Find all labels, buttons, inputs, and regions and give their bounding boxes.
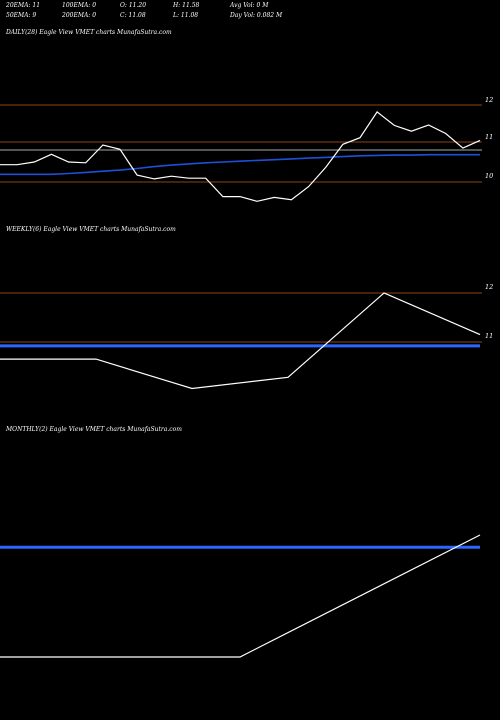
monthly-price-line — [0, 534, 481, 658]
header-50ema: 50EMA: 9 — [6, 12, 37, 19]
daily-price-line — [0, 111, 481, 202]
header-open: O: 11.20 — [120, 2, 147, 9]
daily-ytick-11: 11 — [485, 133, 493, 141]
header-avg-vol: Avg Vol: 0 M — [230, 2, 269, 9]
header-100ema: 100EMA: 0 — [62, 2, 97, 9]
weekly-chart: 12 11 — [0, 283, 493, 390]
daily-ema-line — [0, 153, 480, 176]
daily-chart-title: DAILY(28) Eagle View VMET charts MunafaS… — [6, 29, 172, 36]
weekly-ytick-12: 12 — [485, 283, 493, 291]
daily-ytick-12: 12 — [485, 96, 493, 104]
monthly-chart-title: MONTHLY(2) Eagle View VMET charts Munafa… — [6, 426, 182, 433]
header-20ema: 20EMA: 11 — [6, 2, 41, 9]
weekly-chart-title: WEEKLY(6) Eagle View VMET charts MunafaS… — [6, 226, 176, 233]
weekly-ytick-11: 11 — [485, 332, 493, 340]
header-close: C: 11.08 — [120, 12, 146, 19]
header-day-vol: Day Vol: 0.082 M — [230, 12, 283, 19]
monthly-chart — [0, 534, 481, 658]
daily-chart: 12 11 10 — [0, 96, 493, 202]
daily-ytick-10: 10 — [485, 172, 493, 180]
weekly-price-line — [0, 292, 481, 390]
header-200ema: 200EMA: 0 — [62, 12, 97, 19]
header-high: H: 11.58 — [173, 2, 200, 9]
header-low: L: 11.08 — [173, 12, 199, 19]
